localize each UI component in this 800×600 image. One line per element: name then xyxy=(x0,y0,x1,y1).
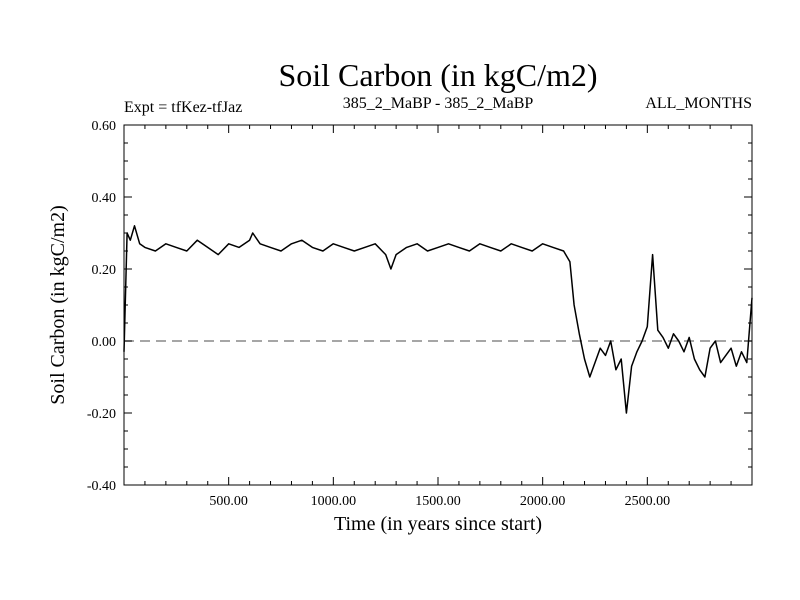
chart-title: Soil Carbon (in kgC/m2) xyxy=(278,57,597,93)
series-line-0 xyxy=(123,225,753,414)
x-tick-label: 2000.00 xyxy=(520,494,566,509)
x-tick-label: 2500.00 xyxy=(625,494,671,509)
y-tick-label: 0.60 xyxy=(92,119,117,134)
period-label: ALL_MONTHS xyxy=(645,95,752,112)
y-tick-label: 0.00 xyxy=(92,335,117,350)
plot-frame xyxy=(123,124,753,486)
y-tick-label: -0.20 xyxy=(87,407,116,422)
chart-subtitle: 385_2_MaBP - 385_2_MaBP xyxy=(343,95,534,112)
x-tick-label: 1000.00 xyxy=(311,494,357,509)
y-axis-label: Soil Carbon (in kgC/m2) xyxy=(47,205,69,404)
expt-label: Expt = tfKez-tfJaz xyxy=(124,99,242,116)
x-tick-label: 1500.00 xyxy=(415,494,461,509)
series-group xyxy=(123,225,753,414)
y-tick-label: 0.20 xyxy=(92,263,117,278)
x-tick-label: 500.00 xyxy=(209,494,248,509)
x-axis-label: Time (in years since start) xyxy=(334,513,542,535)
y-tick-label: 0.40 xyxy=(92,191,117,206)
ticks xyxy=(124,124,752,486)
y-tick-label: -0.40 xyxy=(87,479,116,494)
tick-labels: 500.00 1000.00 1500.00 2000.00 2500.00 -0.40 -… xyxy=(87,119,670,509)
